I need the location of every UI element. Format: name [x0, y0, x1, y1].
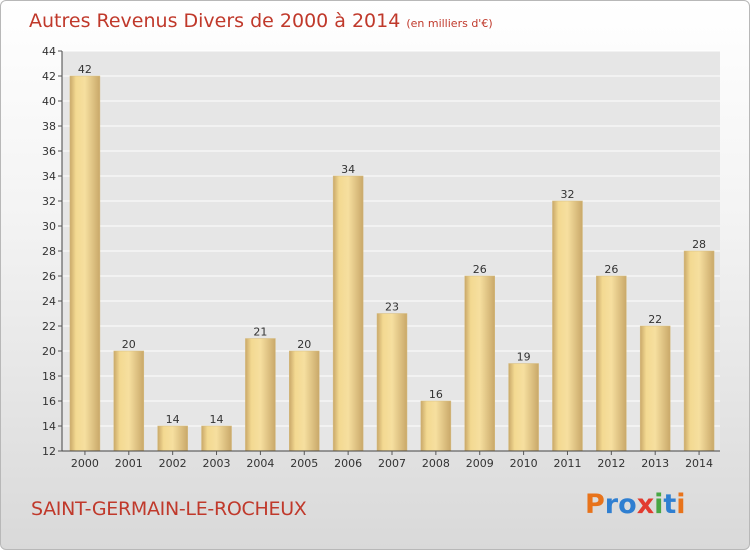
- y-axis-ticks: 12 14 16 18 20 22 24 26 28 30 32 34 36 38 40 42 44: [42, 45, 62, 458]
- x-tick-label-2000: 2000: [71, 457, 99, 470]
- x-tick-label-2006: 2006: [334, 457, 362, 470]
- bar-2012: [596, 275, 627, 452]
- x-tick-label-2005: 2005: [290, 457, 318, 470]
- bar-2011: [552, 200, 583, 452]
- x-tick-label-2010: 2010: [510, 457, 538, 470]
- logo-letter: i: [654, 489, 664, 520]
- chart-title-text: Autres Revenus Divers de 2000 à 2014: [29, 10, 401, 32]
- proxiti-logo[interactable]: Proxiti: [585, 489, 686, 520]
- chart-unit: (en milliers d'€): [406, 17, 493, 30]
- bar-2000: [69, 75, 101, 452]
- data-label-2000: 42: [78, 63, 92, 76]
- y-tick-label: 16: [42, 395, 56, 408]
- x-tick-label-2011: 2011: [553, 457, 581, 470]
- y-tick-label: 24: [42, 295, 56, 308]
- data-label-2013: 22: [648, 313, 662, 326]
- bar-2002: [157, 425, 188, 452]
- y-tick-label: 38: [42, 120, 56, 133]
- data-label-2002: 14: [166, 413, 180, 426]
- y-tick-label: 30: [42, 220, 56, 233]
- y-tick-label: 12: [42, 445, 56, 458]
- chart-title: Autres Revenus Divers de 2000 à 2014 (en …: [29, 10, 493, 32]
- bar-2007: [376, 313, 408, 452]
- x-tick-label-2009: 2009: [466, 457, 494, 470]
- bar-2009: [464, 275, 495, 452]
- bar-2003: [201, 425, 232, 452]
- data-label-2007: 23: [385, 301, 399, 314]
- y-tick-label: 36: [42, 145, 56, 158]
- logo-letter: t: [663, 489, 677, 520]
- bar-2004: [245, 338, 276, 452]
- x-tick-label-2012: 2012: [597, 457, 625, 470]
- y-tick-label: 18: [42, 370, 56, 383]
- data-label-2001: 20: [122, 338, 136, 351]
- data-label-2003: 14: [210, 413, 224, 426]
- x-tick-label-2002: 2002: [159, 457, 187, 470]
- y-tick-label: 40: [42, 95, 56, 108]
- x-axis-labels: 2000 2001 2002 2003 2004 2005 2006 2007 2008 2009…: [71, 451, 713, 470]
- y-tick-label: 34: [42, 170, 56, 183]
- x-tick-label-2003: 2003: [203, 457, 231, 470]
- bar-2006: [332, 175, 364, 452]
- y-tick-label: 32: [42, 195, 56, 208]
- x-tick-label-2004: 2004: [246, 457, 274, 470]
- logo-letter: o: [618, 489, 637, 520]
- commune-name: SAINT-GERMAIN-LE-ROCHEUX: [31, 498, 307, 520]
- bar-2005: [289, 350, 320, 452]
- data-label-2011: 32: [560, 188, 574, 201]
- x-tick-label-2007: 2007: [378, 457, 406, 470]
- x-tick-label-2001: 2001: [115, 457, 143, 470]
- x-tick-label-2008: 2008: [422, 457, 450, 470]
- data-label-2010: 19: [517, 351, 531, 364]
- bar-2014: [683, 250, 715, 452]
- logo-letter: P: [585, 489, 605, 520]
- data-labels: 42 20 14 14 21 20 34 23 16 26 19 32 26 22 28: [78, 63, 706, 426]
- y-tick-label: 26: [42, 270, 56, 283]
- y-tick-label: 44: [42, 45, 56, 58]
- logo-letter: r: [604, 489, 619, 520]
- data-label-2009: 26: [473, 263, 487, 276]
- data-label-2005: 20: [297, 338, 311, 351]
- logo-letter: i: [676, 489, 686, 520]
- data-label-2006: 34: [341, 163, 355, 176]
- y-tick-label: 42: [42, 70, 56, 83]
- y-tick-label: 28: [42, 245, 56, 258]
- data-label-2004: 21: [253, 326, 267, 339]
- data-label-2014: 28: [692, 238, 706, 251]
- y-tick-label: 14: [42, 420, 56, 433]
- bar-2008: [420, 400, 452, 452]
- bar-2010: [508, 363, 539, 452]
- data-label-2012: 26: [604, 263, 618, 276]
- bars: [69, 75, 715, 452]
- bar-2001: [113, 350, 145, 452]
- x-tick-label-2014: 2014: [685, 457, 713, 470]
- bar-2013: [639, 325, 671, 452]
- y-tick-label: 22: [42, 320, 56, 333]
- logo-letter: x: [636, 489, 655, 520]
- x-tick-label-2013: 2013: [641, 457, 669, 470]
- data-label-2008: 16: [429, 388, 443, 401]
- y-tick-label: 20: [42, 345, 56, 358]
